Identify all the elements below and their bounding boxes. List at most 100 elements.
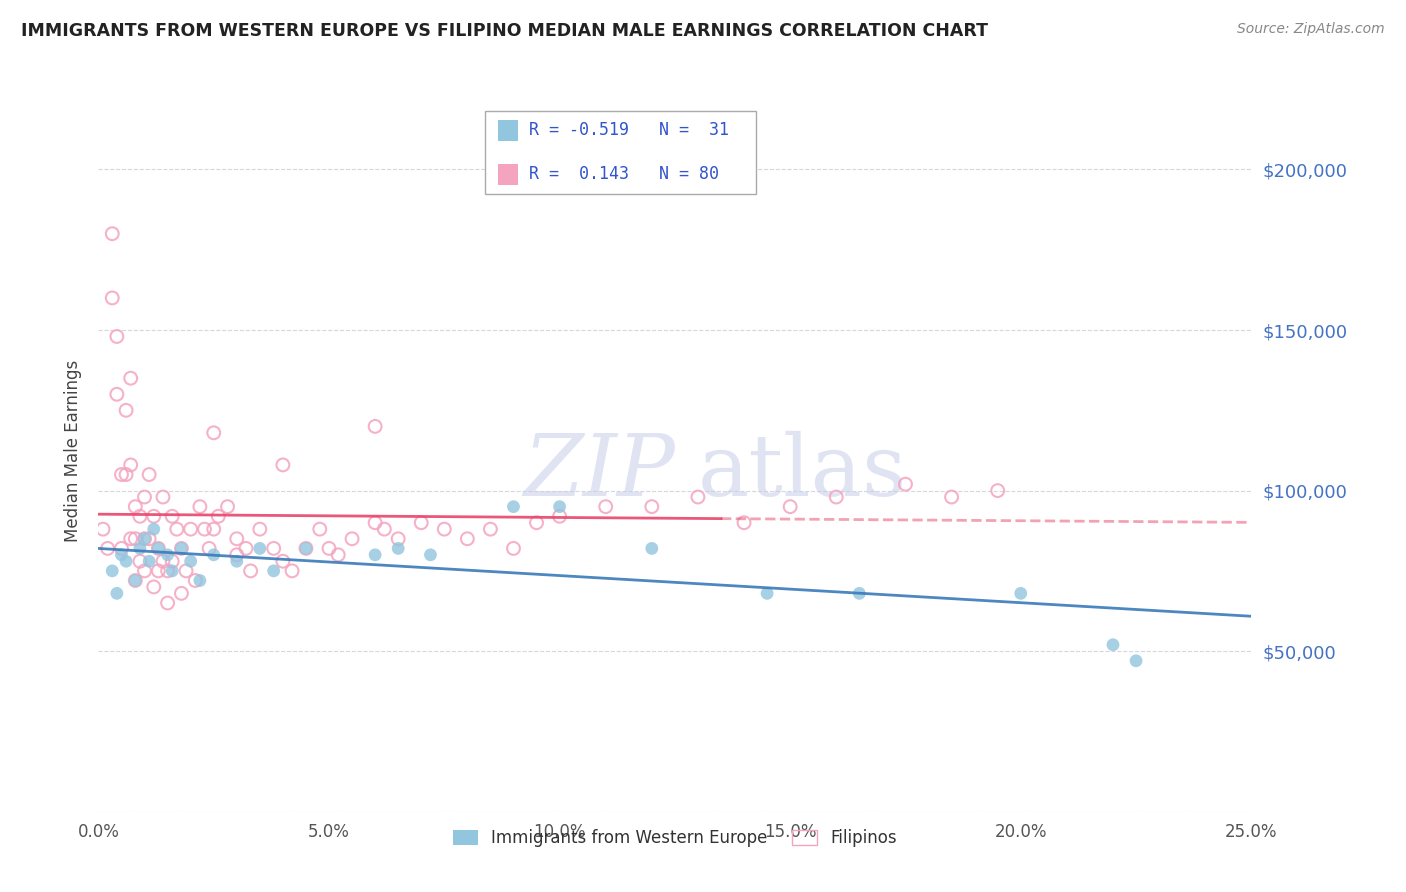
Point [188, 574, 211, 588]
Point [97, 541, 120, 556]
Point [202, 548, 225, 562]
Point [526, 516, 548, 530]
Point [124, 500, 146, 514]
Point [138, 554, 160, 568]
Point [848, 586, 870, 600]
Point [1102, 638, 1125, 652]
Text: Source: ZipAtlas.com: Source: ZipAtlas.com [1237, 22, 1385, 37]
Point [894, 477, 917, 491]
Point [101, 227, 124, 241]
Text: IMMIGRANTS FROM WESTERN EUROPE VS FILIPINO MEDIAN MALE EARNINGS CORRELATION CHAR: IMMIGRANTS FROM WESTERN EUROPE VS FILIPI… [21, 22, 988, 40]
Point [340, 532, 363, 546]
Point [364, 419, 387, 434]
Point [419, 548, 441, 562]
Point [142, 522, 165, 536]
Point [160, 554, 183, 568]
Text: atlas: atlas [697, 431, 907, 514]
Point [202, 425, 225, 440]
Point [148, 564, 170, 578]
Point [1125, 654, 1147, 668]
Point [193, 522, 215, 536]
Point [295, 541, 318, 556]
Point [235, 541, 257, 556]
Point [433, 522, 456, 536]
Point [110, 467, 132, 482]
Point [138, 532, 160, 546]
Point [160, 509, 183, 524]
Point [295, 541, 318, 556]
Point [373, 522, 395, 536]
Point [180, 554, 202, 568]
Point [124, 574, 146, 588]
Point [987, 483, 1010, 498]
Point [225, 554, 247, 568]
Point [411, 516, 433, 530]
Point [756, 586, 779, 600]
Point [166, 522, 188, 536]
Point [1010, 586, 1032, 600]
Point [120, 532, 142, 546]
Point [641, 541, 664, 556]
Point [239, 564, 262, 578]
Point [160, 564, 183, 578]
Point [271, 554, 294, 568]
Point [548, 500, 571, 514]
Point [170, 586, 193, 600]
Point [188, 500, 211, 514]
Point [198, 541, 221, 556]
Point [263, 564, 285, 578]
Point [91, 522, 114, 536]
Point [318, 541, 340, 556]
Point [387, 541, 409, 556]
Point [134, 564, 156, 578]
Point [479, 522, 502, 536]
Point [148, 541, 170, 556]
Point [271, 458, 294, 472]
Point [105, 329, 128, 343]
Point [124, 532, 146, 546]
Point [156, 596, 179, 610]
Point [105, 387, 128, 401]
Text: R =  0.143   N = 80: R = 0.143 N = 80 [529, 165, 718, 184]
Point [225, 532, 247, 546]
Point [115, 554, 138, 568]
Point [502, 541, 524, 556]
Point [825, 490, 848, 504]
Point [502, 500, 524, 514]
Point [134, 532, 156, 546]
Point [595, 500, 617, 514]
Point [148, 541, 170, 556]
Point [129, 554, 152, 568]
Point [180, 522, 202, 536]
Point [249, 541, 271, 556]
Bar [499, 120, 517, 141]
Point [101, 291, 124, 305]
Point [207, 509, 229, 524]
Point [174, 564, 197, 578]
Point [641, 500, 664, 514]
Y-axis label: Median Male Earnings: Median Male Earnings [63, 359, 82, 541]
Point [328, 548, 350, 562]
Point [115, 403, 138, 417]
Point [249, 522, 271, 536]
Point [548, 509, 571, 524]
Point [170, 541, 193, 556]
Text: R = -0.519   N =  31: R = -0.519 N = 31 [529, 121, 730, 139]
Point [152, 490, 174, 504]
Point [456, 532, 478, 546]
Point [779, 500, 801, 514]
Point [225, 548, 247, 562]
Point [138, 467, 160, 482]
Legend: Immigrants from Western Europe, Filipinos: Immigrants from Western Europe, Filipino… [446, 822, 904, 854]
Point [217, 500, 239, 514]
Point [686, 490, 709, 504]
Point [170, 541, 193, 556]
Point [202, 522, 225, 536]
Bar [499, 163, 517, 186]
Bar [485, 111, 755, 194]
Point [110, 548, 132, 562]
Point [941, 490, 963, 504]
Point [129, 541, 152, 556]
Point [387, 532, 409, 546]
Point [308, 522, 330, 536]
